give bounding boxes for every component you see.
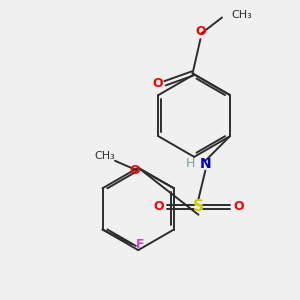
Text: CH₃: CH₃ — [232, 10, 253, 20]
Text: O: O — [153, 200, 164, 213]
Text: CH₃: CH₃ — [95, 151, 116, 161]
Text: H: H — [186, 157, 195, 170]
Text: O: O — [152, 77, 163, 90]
Text: O: O — [233, 200, 244, 213]
Text: S: S — [193, 200, 204, 214]
Text: O: O — [195, 25, 206, 38]
Text: N: N — [200, 157, 211, 171]
Text: F: F — [136, 238, 144, 251]
Text: O: O — [129, 164, 140, 177]
